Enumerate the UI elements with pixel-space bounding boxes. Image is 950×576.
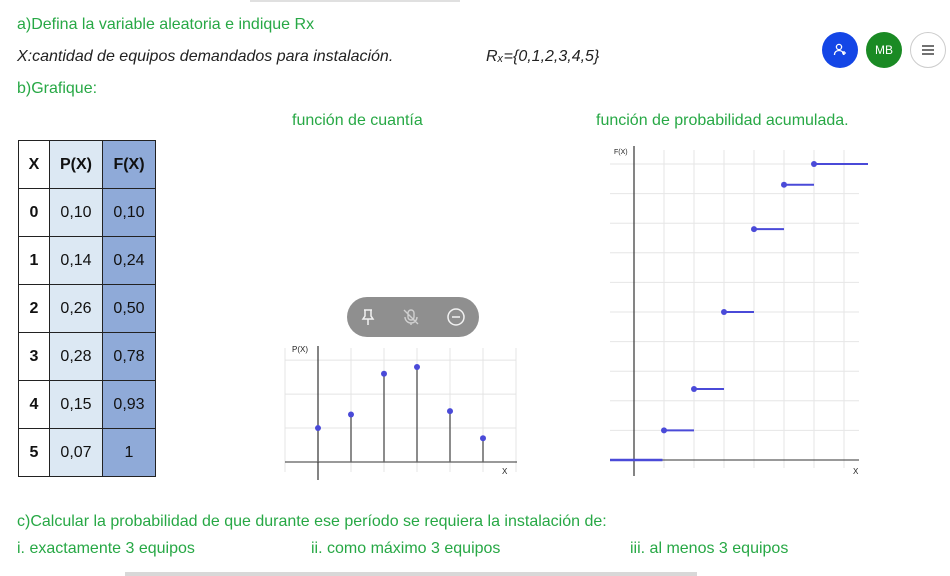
question-c-item-3: iii. al menos 3 equipos <box>630 540 789 557</box>
cell-fx: 1 <box>102 428 156 477</box>
cell-x: 4 <box>18 380 50 429</box>
cell-fx: 0,10 <box>102 188 156 237</box>
question-c: c)Calcular la probabilidad de que durant… <box>17 513 607 530</box>
cell-x: 0 <box>18 188 50 237</box>
cell-fx: 0,78 <box>102 332 156 381</box>
table-header-row: X P(X) F(X) <box>18 140 156 189</box>
data-point <box>414 363 420 370</box>
data-point <box>348 411 354 418</box>
cell-x: 2 <box>18 284 50 333</box>
data-point <box>691 385 697 392</box>
data-point <box>661 427 667 434</box>
data-point <box>781 181 787 188</box>
header-fx: F(X) <box>102 140 156 189</box>
data-point <box>381 370 387 377</box>
header-x: X <box>18 140 50 189</box>
y-axis-label: F(X) <box>614 149 628 156</box>
avatar-initials: MB <box>875 43 893 57</box>
cell-px: 0,14 <box>49 236 103 285</box>
cell-fx: 0,50 <box>102 284 156 333</box>
question-b: b)Grafique: <box>17 80 98 97</box>
cell-px: 0,10 <box>49 188 103 237</box>
data-point <box>480 435 486 442</box>
menu-icon <box>922 45 934 55</box>
minus-circle-icon[interactable] <box>446 307 466 327</box>
cdf-chart: F(X) X <box>610 146 868 476</box>
cell-px: 0,07 <box>49 428 103 477</box>
data-point <box>751 226 757 233</box>
pmf-title: función de cuantía <box>292 112 423 129</box>
cell-px: 0,15 <box>49 380 103 429</box>
cdf-title: función de probabilidad acumulada. <box>596 112 849 129</box>
data-point <box>811 161 817 167</box>
bottom-divider <box>125 572 697 576</box>
table-row: 0 0,10 0,10 <box>18 188 156 237</box>
variable-definition: X:cantidad de equipos demandados para in… <box>17 48 394 65</box>
cell-x: 3 <box>18 332 50 381</box>
cell-fx: 0,93 <box>102 380 156 429</box>
menu-button[interactable] <box>910 32 946 68</box>
distribution-table: X P(X) F(X) 0 0,10 0,10 1 0,14 0,24 2 0,… <box>18 140 156 477</box>
person-add-icon <box>833 43 846 56</box>
data-point <box>315 425 321 432</box>
top-divider <box>250 0 460 2</box>
table-row: 3 0,28 0,78 <box>18 332 156 381</box>
data-point <box>447 408 453 415</box>
x-axis-label: X <box>502 467 508 476</box>
table-row: 2 0,26 0,50 <box>18 284 156 333</box>
mic-off-icon[interactable] <box>401 308 421 326</box>
x-axis-label: X <box>853 467 859 476</box>
cell-x: 1 <box>18 236 50 285</box>
question-c-item-2: ii. como máximo 3 equipos <box>311 540 501 557</box>
pmf-chart: P(X) X <box>284 345 517 480</box>
add-user-button[interactable] <box>822 32 858 68</box>
cell-px: 0,28 <box>49 332 103 381</box>
pin-icon[interactable] <box>360 308 376 326</box>
table-row: 4 0,15 0,93 <box>18 380 156 429</box>
data-point <box>721 309 727 315</box>
table-row: 5 0,07 1 <box>18 428 156 477</box>
cell-fx: 0,24 <box>102 236 156 285</box>
cell-x: 5 <box>18 428 50 477</box>
table-row: 1 0,14 0,24 <box>18 236 156 285</box>
question-c-item-1: i. exactamente 3 equipos <box>17 540 195 557</box>
y-axis-label: P(X) <box>292 345 308 354</box>
header-px: P(X) <box>49 140 103 189</box>
floating-toolbar <box>347 297 479 337</box>
range-definition: Rₓ={0,1,2,3,4,5} <box>486 48 600 65</box>
avatar[interactable]: MB <box>866 32 902 68</box>
question-a: a)Defina la variable aleatoria e indique… <box>17 16 315 33</box>
cell-px: 0,26 <box>49 284 103 333</box>
